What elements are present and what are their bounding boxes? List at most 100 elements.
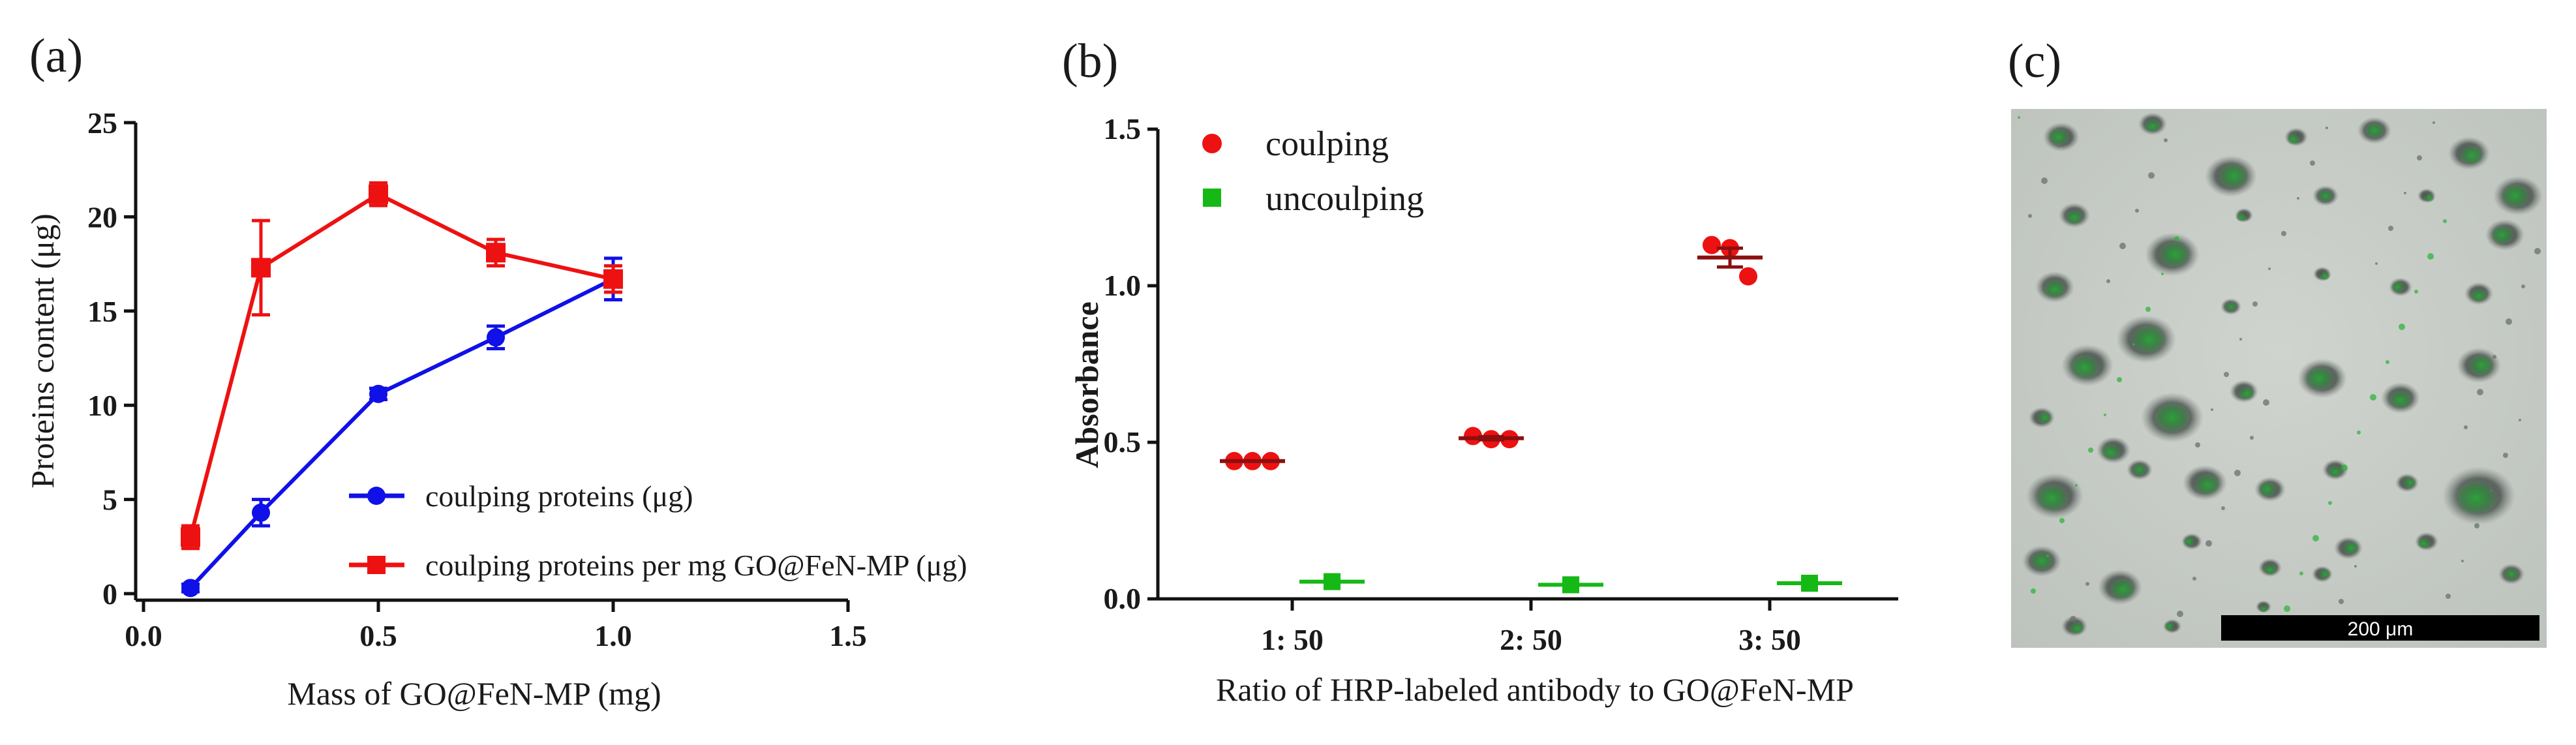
speck — [2252, 301, 2258, 307]
legend-label-coulping-proteins: coulping proteins (μg) — [425, 479, 693, 513]
speck — [2281, 231, 2286, 236]
speck — [2299, 571, 2303, 575]
speck — [2239, 338, 2242, 341]
fluorescence-micrograph: 200 μm — [2011, 109, 2547, 648]
speck — [2263, 399, 2269, 406]
y-tick-label: 25 — [87, 106, 117, 140]
particle-fluorescence — [2319, 271, 2331, 281]
speck — [2432, 121, 2435, 124]
speck — [2132, 343, 2135, 346]
speck — [2085, 582, 2089, 586]
speck — [2328, 501, 2332, 505]
speck — [2088, 448, 2093, 453]
speck — [2046, 555, 2049, 557]
speck — [2018, 116, 2020, 119]
speck — [2493, 355, 2496, 359]
speck — [2177, 611, 2183, 617]
speck — [2534, 248, 2541, 254]
data-point — [486, 243, 506, 263]
y-tick-label: 0 — [102, 577, 117, 611]
particle-fluorescence — [2327, 465, 2343, 478]
micrograph-particles — [2018, 112, 2543, 637]
speck — [2174, 236, 2179, 241]
speck — [2148, 172, 2155, 179]
speck — [2106, 279, 2110, 283]
particle-fluorescence — [2037, 411, 2052, 424]
speck — [2354, 565, 2357, 568]
y-tick-label: 0.0 — [1104, 582, 1142, 615]
data-point — [1739, 267, 1757, 286]
speck — [2161, 273, 2164, 275]
x-tick-label: 2: 50 — [1500, 623, 1562, 656]
chart-b: Absorbance Ratio of HRP-labeled antibody… — [1068, 112, 1898, 708]
chart-a-marks — [181, 181, 623, 598]
particle-fluorescence — [2100, 444, 2121, 461]
particle-fluorescence — [2318, 569, 2331, 579]
speck — [2370, 394, 2376, 401]
particle-fluorescence — [2035, 483, 2070, 512]
particle-fluorescence — [2069, 354, 2100, 380]
speck — [2521, 284, 2525, 288]
speck — [2028, 214, 2032, 218]
particle-fluorescence — [2342, 541, 2360, 555]
particle-fluorescence — [2459, 145, 2485, 166]
particle-fluorescence — [2391, 281, 2405, 293]
y-tick-label: 10 — [87, 389, 117, 422]
legend-marker-blue — [367, 487, 386, 505]
particle-fluorescence — [2258, 481, 2277, 497]
y-tick-label: 1.0 — [1104, 269, 1142, 302]
speck — [2464, 425, 2468, 429]
chart-b-axes: 0.0 0.5 1.0 1.5 1: 50 2: 50 3: 50 — [1104, 112, 1898, 656]
panel-label-c: (c) — [2008, 35, 2061, 88]
speck — [2446, 594, 2451, 599]
speck — [2145, 307, 2151, 312]
chart-a-legend: coulping proteins (μg) coulping proteins… — [349, 479, 967, 582]
speck — [2519, 419, 2521, 421]
y-tick-label: 20 — [87, 200, 117, 234]
x-tick-label: 3: 50 — [1738, 623, 1801, 656]
particle-fluorescence — [2364, 122, 2385, 139]
particle-fluorescence — [2183, 536, 2196, 547]
data-point — [251, 258, 271, 278]
particle-fluorescence — [2402, 477, 2417, 489]
y-tick-label: 1.5 — [1104, 112, 1142, 145]
chart-a-ylabel: Proteins content (μg) — [24, 213, 61, 488]
data-point — [1703, 236, 1721, 254]
speck — [2388, 226, 2393, 231]
legend-marker-coulping — [1202, 134, 1222, 153]
particle-fluorescence — [2305, 366, 2335, 391]
speck — [2284, 605, 2290, 612]
speck — [2057, 144, 2061, 147]
legend-label-coulping: coulping — [1265, 124, 1389, 163]
particle-fluorescence — [2263, 564, 2277, 575]
speck — [2414, 290, 2418, 294]
speck — [2357, 431, 2361, 434]
speck — [2339, 599, 2344, 604]
speck — [2268, 267, 2271, 270]
speck — [2117, 377, 2122, 382]
particle-fluorescence — [2237, 386, 2256, 401]
particle-fluorescence — [2258, 605, 2269, 613]
particle-fluorescence — [2043, 279, 2067, 299]
speck — [2404, 192, 2406, 194]
speck — [2075, 484, 2078, 487]
speck — [2195, 442, 2200, 448]
data-point — [1464, 427, 1482, 446]
particle-fluorescence — [2235, 213, 2247, 222]
chart-a-xlabel: Mass of GO@FeN-MP (mg) — [287, 675, 661, 712]
particle-fluorescence — [2224, 301, 2237, 312]
particle-fluorescence — [2318, 189, 2333, 202]
chart-b-legend: coulping uncoulping — [1202, 124, 1424, 218]
particle-fluorescence — [2470, 288, 2488, 303]
data-point — [369, 184, 388, 204]
x-tick-label: 0.0 — [125, 619, 162, 652]
panel-label-a: (a) — [29, 29, 83, 83]
speck — [2211, 408, 2213, 411]
speck — [2104, 414, 2106, 416]
speck — [2503, 453, 2508, 458]
particle-fluorescence — [2491, 225, 2514, 245]
data-point — [487, 328, 505, 347]
scale-bar — [2221, 615, 2539, 641]
y-tick-label: 15 — [87, 295, 117, 328]
